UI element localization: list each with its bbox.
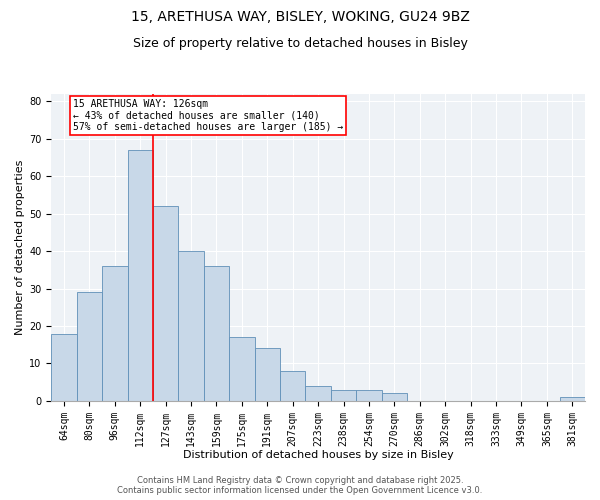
Bar [178,251,204,401]
Bar [153,206,178,401]
Text: 15, ARETHUSA WAY, BISLEY, WOKING, GU24 9BZ: 15, ARETHUSA WAY, BISLEY, WOKING, GU24 9… [131,10,469,24]
Bar [254,348,280,401]
Text: Size of property relative to detached houses in Bisley: Size of property relative to detached ho… [133,38,467,51]
Bar [229,337,254,401]
Bar [51,334,77,401]
Y-axis label: Number of detached properties: Number of detached properties [15,160,25,335]
Bar [560,397,585,401]
Text: Contains HM Land Registry data © Crown copyright and database right 2025.
Contai: Contains HM Land Registry data © Crown c… [118,476,482,495]
Bar [128,150,153,401]
X-axis label: Distribution of detached houses by size in Bisley: Distribution of detached houses by size … [183,450,454,460]
Bar [77,292,102,401]
Bar [280,371,305,401]
Bar [356,390,382,401]
Bar [305,386,331,401]
Bar [382,394,407,401]
Bar [331,390,356,401]
Text: 15 ARETHUSA WAY: 126sqm
← 43% of detached houses are smaller (140)
57% of semi-d: 15 ARETHUSA WAY: 126sqm ← 43% of detache… [73,98,343,132]
Bar [204,266,229,401]
Bar [102,266,128,401]
